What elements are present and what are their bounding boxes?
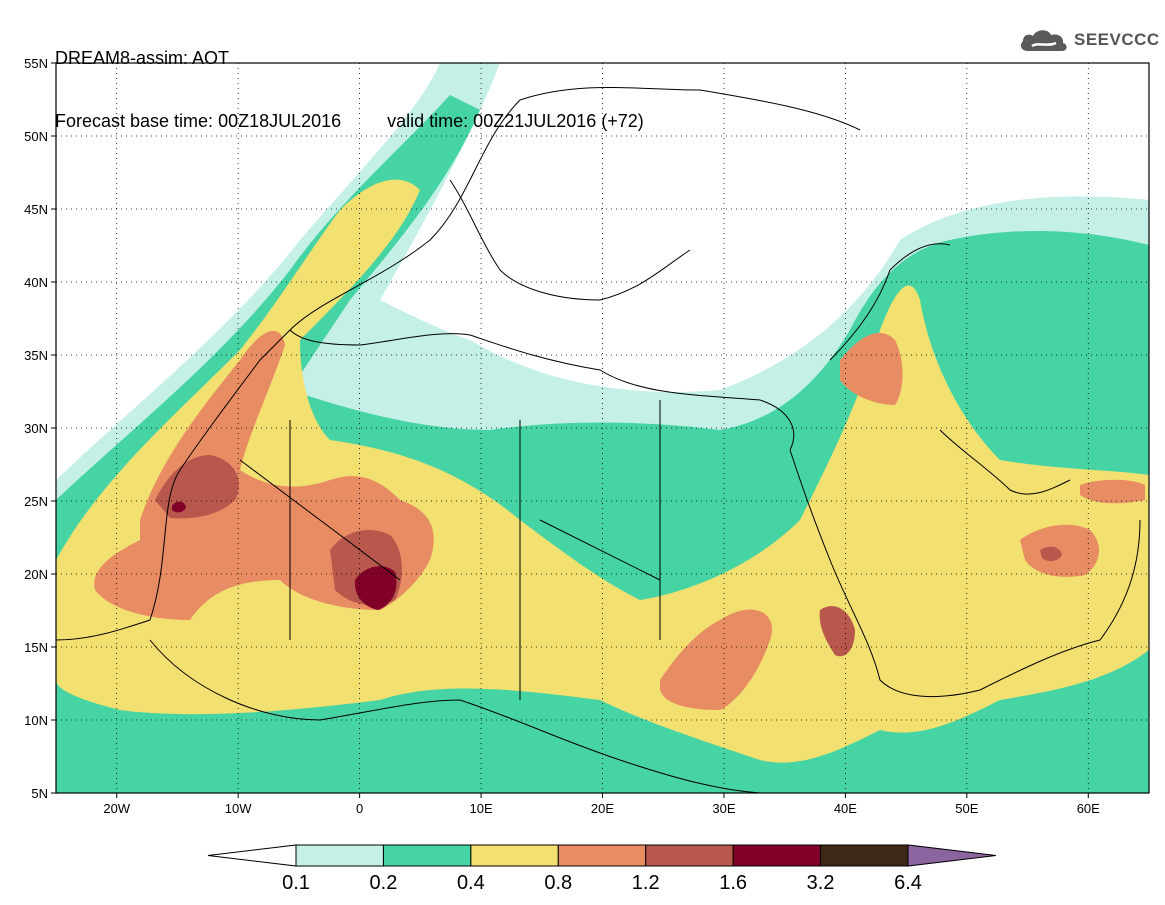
colorbar-box (820, 844, 909, 867)
lon-tick-label: 30E (712, 801, 735, 816)
seevccc-logo: SEEVCCC (1018, 24, 1160, 56)
colorbar-level-label: 0.1 (282, 872, 310, 894)
colorbar-box (470, 844, 559, 867)
axis-ticks (51, 62, 1089, 798)
colorbar-level-label: 1.6 (719, 872, 748, 894)
lat-tick-label: 15N (24, 640, 48, 655)
map-title: DREAM8-assim: AOT Forecast base time: 00… (55, 6, 644, 153)
coastlines (56, 87, 1141, 793)
lon-tick-label: 60E (1077, 801, 1100, 816)
colorbar-level-label: 3.2 (806, 872, 835, 894)
lon-tick-label: 0 (356, 801, 363, 816)
lat-tick-label: 20N (24, 567, 48, 582)
colorbar-box (557, 844, 647, 867)
title-line1: DREAM8-assim: AOT (55, 48, 230, 68)
colorbar-box (382, 844, 472, 867)
colorbar-level-label: 1.2 (631, 872, 660, 894)
colorbar-level-label: 0.8 (544, 872, 573, 894)
colorbar-box (295, 844, 384, 867)
lon-tick-label: 40E (834, 801, 857, 816)
colorbar-level-label: 6.4 (894, 872, 922, 894)
lon-tick-label: 10E (469, 801, 492, 816)
lat-tick-label: 10N (24, 713, 48, 728)
lon-tick-label: 50E (955, 801, 978, 816)
colorbar-over-arrow (907, 844, 997, 867)
aot-band-0.4 (56, 179, 1149, 763)
logo-text: SEEVCCC (1074, 30, 1160, 49)
lat-tick-label: 25N (24, 494, 48, 509)
colorbar-level-label: 0.2 (369, 872, 398, 894)
lat-axis: 55N 50N 45N 40N 35N 30N 25N 20N 15N 10N 5N (24, 56, 48, 801)
aot-band-1.6 (172, 501, 397, 610)
lat-tick-label: 30N (24, 421, 48, 436)
colorbar-box (645, 844, 734, 867)
lat-tick-label: 50N (24, 129, 48, 144)
cloud-icon (1020, 30, 1067, 51)
title-line2: Forecast base time: 00Z18JUL2016 valid ti… (55, 111, 644, 132)
colorbar-box (732, 844, 822, 867)
lon-tick-label: 20E (591, 801, 614, 816)
lat-tick-label: 35N (24, 348, 48, 363)
lat-tick-label: 5N (31, 786, 48, 801)
colorbar (207, 844, 997, 867)
colorbar-level-label: 0.4 (456, 872, 485, 894)
lon-axis: 20W 10W 0 10E 20E 30E 40E 50E 60E (103, 801, 1100, 816)
lat-tick-label: 45N (24, 202, 48, 217)
lat-tick-label: 55N (24, 56, 48, 71)
base-time: Forecast base time: 00Z18JUL2016 (55, 111, 342, 131)
valid-time: valid time: 00Z21JUL2016 (+72) (387, 111, 644, 131)
colorbar-under-arrow (207, 844, 297, 867)
lon-tick-label: 10W (225, 801, 252, 816)
gridlines (56, 63, 1149, 793)
lon-tick-label: 20W (103, 801, 130, 816)
lat-tick-label: 40N (24, 275, 48, 290)
